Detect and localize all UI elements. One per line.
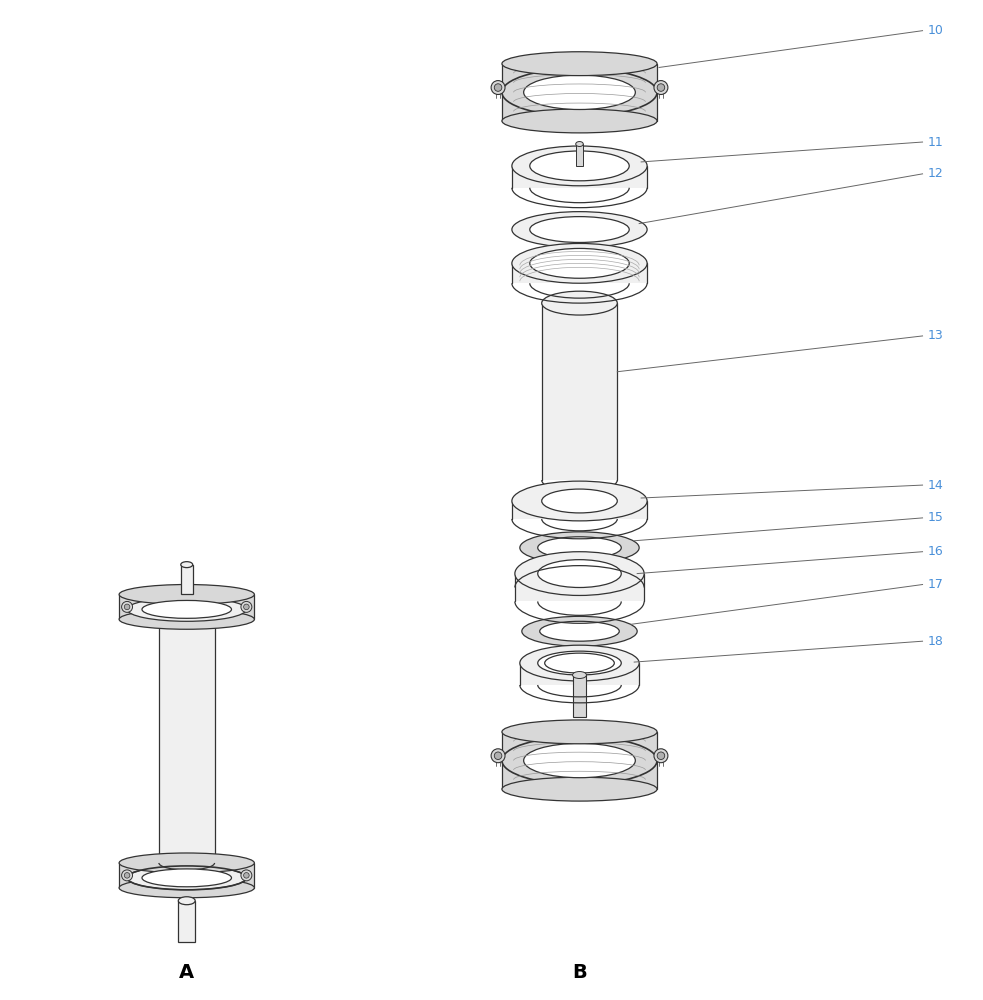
Bar	[512, 501, 647, 519]
Circle shape	[244, 873, 249, 878]
Circle shape	[124, 873, 130, 878]
Ellipse shape	[119, 878, 255, 898]
Circle shape	[494, 84, 502, 91]
Text: 14: 14	[928, 479, 944, 492]
Ellipse shape	[545, 653, 614, 673]
Ellipse shape	[512, 243, 647, 283]
Ellipse shape	[538, 651, 621, 675]
Ellipse shape	[502, 68, 657, 116]
Text: 15: 15	[928, 511, 944, 524]
Ellipse shape	[119, 609, 255, 629]
Circle shape	[658, 84, 665, 91]
Ellipse shape	[520, 532, 639, 564]
Ellipse shape	[530, 217, 629, 242]
Bar	[520, 663, 639, 685]
Text: 10: 10	[928, 24, 944, 37]
Bar	[119, 863, 255, 888]
Text: 17: 17	[928, 578, 944, 591]
Circle shape	[494, 752, 502, 760]
Ellipse shape	[502, 52, 657, 76]
Bar	[512, 263, 647, 283]
Circle shape	[124, 604, 130, 610]
Text: 18: 18	[928, 635, 944, 648]
Ellipse shape	[502, 737, 657, 784]
Bar	[515, 574, 644, 601]
Bar	[159, 609, 214, 863]
Ellipse shape	[178, 897, 196, 905]
Ellipse shape	[522, 616, 637, 646]
Text: A: A	[179, 963, 195, 982]
Ellipse shape	[512, 146, 647, 186]
Text: 11: 11	[928, 136, 944, 149]
Bar	[181, 565, 193, 594]
Circle shape	[122, 870, 133, 881]
Ellipse shape	[530, 151, 629, 181]
Bar	[127, 602, 247, 616]
Ellipse shape	[142, 600, 231, 618]
Ellipse shape	[127, 866, 247, 890]
Ellipse shape	[502, 109, 657, 133]
Text: B: B	[572, 963, 587, 982]
Ellipse shape	[524, 743, 635, 778]
Bar	[542, 303, 617, 480]
Ellipse shape	[512, 212, 647, 247]
Ellipse shape	[515, 552, 644, 595]
Ellipse shape	[520, 645, 639, 681]
Ellipse shape	[572, 672, 587, 678]
Ellipse shape	[127, 597, 247, 621]
Circle shape	[654, 81, 667, 95]
Ellipse shape	[542, 489, 617, 513]
Circle shape	[658, 752, 665, 760]
Bar	[512, 166, 647, 188]
Ellipse shape	[538, 537, 621, 559]
Ellipse shape	[119, 853, 255, 873]
Ellipse shape	[502, 720, 657, 744]
Ellipse shape	[119, 585, 255, 604]
Bar	[576, 144, 583, 166]
Circle shape	[492, 81, 505, 95]
Circle shape	[244, 604, 249, 610]
Ellipse shape	[524, 75, 635, 109]
Circle shape	[241, 601, 252, 612]
Ellipse shape	[576, 142, 583, 147]
Ellipse shape	[512, 481, 647, 521]
Circle shape	[492, 749, 505, 763]
Ellipse shape	[538, 560, 621, 588]
Bar	[127, 871, 247, 885]
Ellipse shape	[502, 777, 657, 801]
Circle shape	[241, 870, 252, 881]
Bar	[119, 594, 255, 619]
Bar	[502, 64, 657, 121]
Circle shape	[122, 601, 133, 612]
Text: 16: 16	[928, 545, 944, 558]
Circle shape	[654, 749, 667, 763]
Ellipse shape	[540, 621, 619, 641]
Bar	[502, 732, 657, 789]
Ellipse shape	[159, 602, 214, 616]
Text: 13: 13	[928, 329, 944, 342]
Ellipse shape	[142, 869, 231, 887]
Bar	[572, 675, 587, 717]
Ellipse shape	[542, 291, 617, 315]
Ellipse shape	[530, 248, 629, 278]
Bar	[178, 901, 196, 942]
Ellipse shape	[181, 562, 193, 568]
Text: 12: 12	[928, 167, 944, 180]
